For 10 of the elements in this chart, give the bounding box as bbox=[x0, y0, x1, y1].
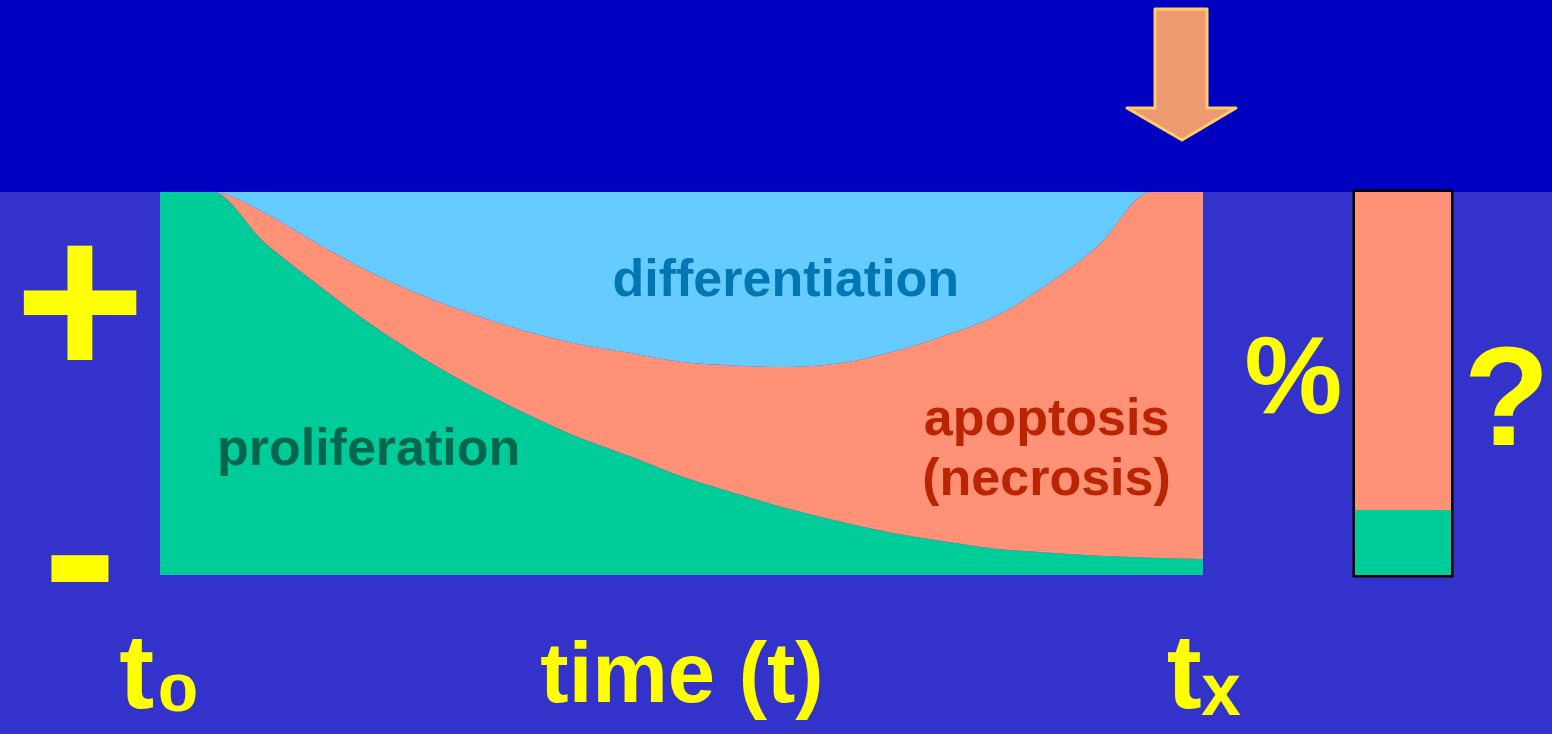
x-tick-label: t₀ bbox=[119, 612, 202, 730]
y-axis-title: % bbox=[1244, 313, 1343, 437]
series-label: proliferation bbox=[216, 417, 521, 476]
annotation: + bbox=[14, 174, 146, 425]
text: ? bbox=[1463, 316, 1550, 475]
text: - bbox=[42, 423, 118, 674]
series-label: apoptosis (necrosis) bbox=[922, 387, 1171, 506]
x-tick-label: tₓ bbox=[1166, 612, 1241, 730]
series-label: differentiation bbox=[612, 248, 960, 307]
x-axis-title: time (t) bbox=[540, 624, 824, 720]
